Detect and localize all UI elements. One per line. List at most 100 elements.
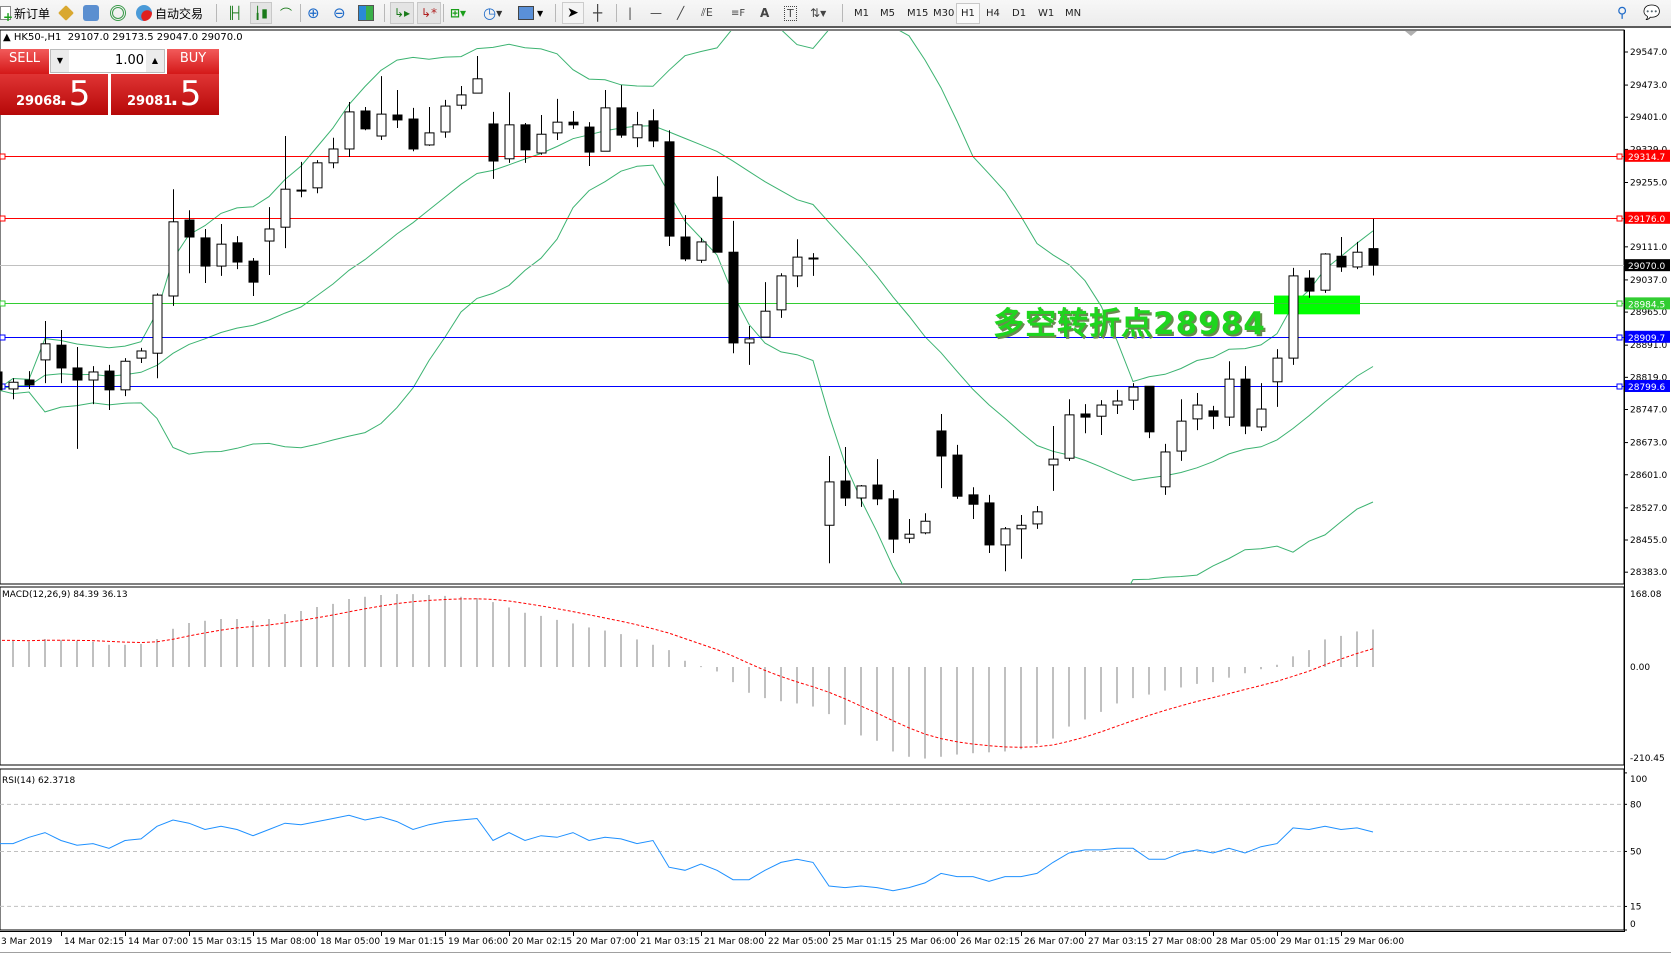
candlestick-chart-icon[interactable]: ╽▮ [250, 2, 272, 24]
candle [1064, 399, 1075, 461]
candle [1048, 426, 1059, 491]
candle-body [392, 114, 403, 121]
timeframe-m15[interactable]: M15 [907, 8, 929, 19]
macd-histogram-bar [684, 660, 686, 667]
candle-body [1048, 458, 1059, 466]
buy-button[interactable]: BUY [167, 49, 219, 74]
macd-tick-label: 168.08 [1630, 590, 1662, 600]
new-order-button[interactable]: + 新订单 [0, 3, 50, 23]
candle [584, 122, 595, 166]
vertical-line-icon[interactable]: | [628, 6, 633, 20]
text-label-icon[interactable]: T [784, 6, 797, 21]
candle [904, 518, 915, 544]
chart-shift-icon[interactable]: ↳* [417, 2, 442, 24]
lot-decrease-icon[interactable]: ▼ [51, 50, 69, 72]
candle [536, 115, 547, 155]
market-watch-icon[interactable] [58, 3, 77, 23]
pivot-annotation[interactable]: 多空转折点28984 [993, 306, 1266, 342]
timeframe-h4[interactable]: H4 [986, 8, 1000, 19]
chart-area[interactable]: 29547.029473.029401.029329.029255.029111… [0, 28, 1671, 954]
level-handle-icon [1616, 153, 1623, 160]
candle-body [216, 243, 227, 267]
macd-histogram-bar [1212, 667, 1214, 683]
candle-body [152, 294, 163, 354]
candle-body [1096, 404, 1107, 417]
timeframe-d1[interactable]: D1 [1012, 8, 1027, 19]
fibonacci-icon[interactable]: ≡F [731, 7, 746, 19]
auto-trading-button[interactable]: 自动交易 [136, 3, 203, 23]
ohlc-readout: 29107.0 29173.5 29047.0 29070.0 [67, 32, 243, 43]
price-level-label: 28799.6 [1628, 383, 1665, 393]
time-tick-label: 25 Mar 01:15 [832, 937, 892, 947]
lot-size-input[interactable]: ▼ 1.00 ▲ [50, 49, 165, 73]
macd-histogram-bar [1116, 667, 1118, 704]
timeframe-mn[interactable]: MN [1065, 8, 1082, 19]
candle-body [936, 430, 947, 457]
sell-button[interactable]: SELL [0, 49, 49, 74]
candle [424, 106, 435, 146]
arrows-icon[interactable]: ⇅ ▼ [810, 6, 827, 20]
candle-body [1176, 420, 1187, 452]
time-tick-label: 29 Mar 01:15 [1280, 937, 1340, 947]
candle-body [328, 148, 339, 164]
cursor-icon[interactable]: ➤ [562, 2, 584, 24]
candle-body [408, 118, 419, 150]
auto-scroll-icon[interactable]: ↳▸ [390, 2, 415, 24]
macd-histogram-bar [1308, 650, 1310, 667]
timeframe-m5[interactable]: M5 [880, 8, 895, 19]
candle [872, 459, 883, 506]
zoom-in-icon[interactable]: ⊕ [307, 4, 320, 22]
crosshair-icon[interactable]: ┼ [593, 4, 603, 22]
trendline-icon[interactable]: ╱ [677, 6, 685, 20]
macd-histogram-bar [188, 623, 190, 667]
macd-histogram-bar [1004, 667, 1006, 752]
macd-histogram-bar [796, 667, 798, 704]
candle-body [1320, 253, 1331, 291]
price-tick-label: 28527.0 [1630, 504, 1667, 514]
candle [776, 273, 787, 318]
candle-body [88, 371, 99, 381]
candle-body [1016, 524, 1027, 530]
signals-icon[interactable] [110, 3, 129, 23]
separator [443, 4, 444, 22]
text-icon[interactable]: A [760, 6, 770, 20]
candle-body [520, 124, 531, 151]
candle [456, 85, 467, 110]
bar-chart-icon[interactable]: ╟┤ [228, 6, 243, 20]
zoom-out-icon[interactable]: ⊖ [333, 4, 346, 22]
candle-body [1240, 378, 1251, 427]
timeframe-h1[interactable]: H1 [956, 3, 980, 24]
price-level-label: 28909.7 [1628, 334, 1665, 344]
sell-price-button[interactable]: 29068.5 [0, 74, 108, 115]
candle [888, 489, 899, 553]
candle-body [456, 94, 467, 106]
timeframe-m1[interactable]: M1 [854, 8, 869, 19]
level-handle-icon [0, 215, 6, 222]
chat-icon[interactable]: 💬 [1643, 5, 1661, 21]
time-tick-label: 15 Mar 03:15 [192, 937, 252, 947]
macd-histogram-bar [140, 643, 142, 667]
candle [936, 413, 947, 489]
candle-body [856, 485, 867, 499]
lot-increase-icon[interactable]: ▲ [146, 50, 164, 72]
templates-icon[interactable]: ▼ [518, 3, 543, 23]
time-tick-label: 26 Mar 07:00 [1024, 937, 1084, 947]
search-icon[interactable]: ⚲ [1617, 5, 1628, 21]
tile-windows-icon[interactable] [358, 3, 377, 23]
macd-histogram-bar [620, 634, 622, 667]
macd-histogram-bar [748, 667, 750, 693]
horizontal-line-icon[interactable]: — [650, 6, 662, 20]
time-tick-label: 14 Mar 02:15 [64, 937, 124, 947]
macd-histogram-bar [428, 595, 430, 667]
channel-icon[interactable]: ⫽E [701, 6, 713, 19]
macd-histogram-bar [892, 667, 894, 752]
line-chart-icon[interactable]: ⌒ [280, 6, 293, 21]
buy-price-button[interactable]: 29081.5 [111, 74, 219, 115]
macd-histogram-bar [764, 667, 766, 699]
navigator-icon[interactable] [83, 3, 102, 23]
macd-histogram-bar [364, 596, 366, 667]
timeframe-w1[interactable]: W1 [1038, 8, 1055, 19]
timeframe-m30[interactable]: M30 [933, 8, 955, 19]
indicators-icon[interactable]: ⊞▾ [450, 6, 467, 20]
periods-clock-icon[interactable]: ◷ ▼ [483, 4, 503, 22]
